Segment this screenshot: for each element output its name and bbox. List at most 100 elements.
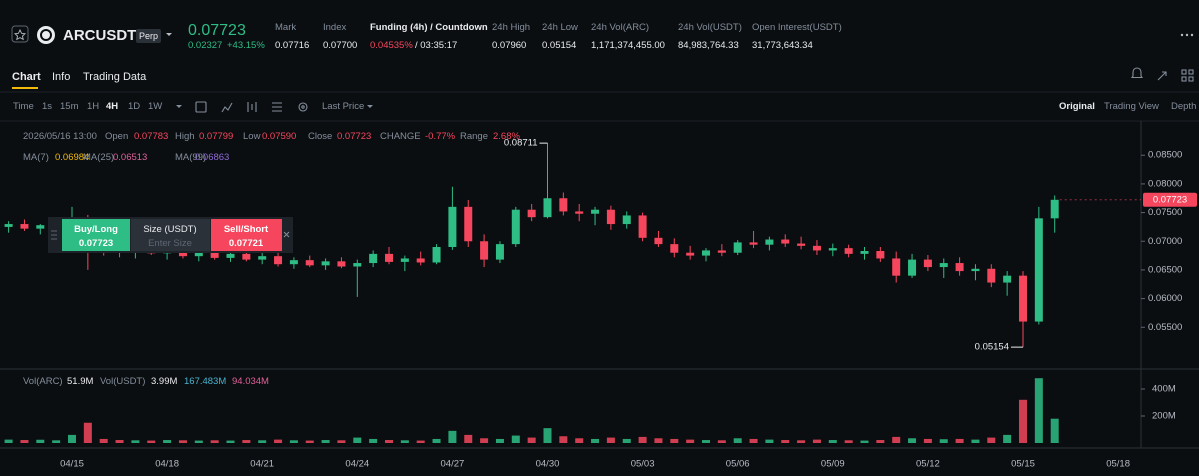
legend-value: 0.07723: [337, 131, 372, 142]
volume-bar: [923, 438, 932, 443]
stat-value: 1,171,374,455.00: [591, 40, 665, 51]
view-mode[interactable]: Original: [1059, 101, 1095, 112]
price-change-pct: +43.15%: [227, 40, 265, 51]
volume-bar: [4, 439, 13, 443]
size-label: Size (USDT): [143, 224, 197, 235]
x-tick-label: 05/18: [1106, 459, 1130, 470]
legend-label: Close: [308, 131, 333, 142]
stat-value: 0.07700: [323, 40, 358, 51]
candle-body: [20, 224, 29, 229]
legend-label: Low: [243, 131, 261, 142]
view-mode[interactable]: Trading View: [1104, 101, 1159, 112]
ma-value: 0.06513: [113, 152, 148, 163]
x-tick-label: 04/30: [536, 459, 560, 470]
tab[interactable]: Info: [52, 71, 71, 83]
volume-bar: [178, 440, 187, 443]
high-marker: 0.08711: [504, 138, 538, 149]
interval[interactable]: 1s: [42, 101, 53, 112]
legend-value: 0.07590: [262, 131, 297, 142]
favorite-icon[interactable]: [11, 25, 29, 43]
interval[interactable]: 1D: [128, 101, 141, 112]
buy-button[interactable]: [62, 219, 130, 251]
candle-body: [464, 206, 473, 242]
more-menu[interactable]: [1180, 33, 1194, 37]
volume-bar: [210, 440, 219, 443]
volume-bar: [559, 436, 568, 443]
vol-value: 3.99M: [151, 376, 178, 387]
interval[interactable]: 4H: [106, 101, 119, 112]
x-tick-label: 05/12: [916, 459, 940, 470]
chart-tools[interactable]: [195, 67, 1194, 113]
volume-bar: [20, 440, 29, 443]
volume-bar: [686, 439, 695, 443]
ma-label: MA(25): [83, 152, 115, 163]
price-type[interactable]: Last Price: [322, 101, 365, 112]
candle-body: [321, 261, 330, 266]
symbol-dropdown[interactable]: [166, 33, 172, 36]
candle-body: [226, 253, 235, 258]
volume-bar: [385, 440, 393, 443]
tab[interactable]: Trading Data: [83, 71, 147, 83]
vol-label: Vol(USDT): [100, 376, 146, 387]
size-input[interactable]: [131, 219, 210, 251]
interval[interactable]: 1W: [148, 101, 163, 112]
legend-value: -0.77%: [425, 131, 456, 142]
view-mode[interactable]: Depth: [1171, 101, 1197, 112]
candle-body: [258, 256, 267, 260]
stat-value: / 03:35:17: [415, 40, 458, 51]
interval-dropdown[interactable]: [176, 105, 182, 108]
candle-body: [385, 253, 393, 262]
candle-body: [638, 215, 647, 238]
ma-label: MA(99): [175, 152, 207, 163]
interval: Time: [13, 101, 34, 112]
volume-bar: [1003, 434, 1012, 443]
volume-bar: [416, 440, 425, 443]
volume-bar: [369, 438, 378, 443]
candle-body: [876, 251, 885, 259]
candle-body: [987, 268, 996, 283]
candle-body: [971, 268, 980, 272]
candle-body: [892, 258, 901, 276]
interval[interactable]: 15m: [60, 101, 79, 112]
drag-handle[interactable]: [51, 230, 57, 240]
x-tick-label: 05/03: [631, 459, 655, 470]
vol-value: 51.9M: [67, 376, 94, 387]
interval[interactable]: 1H: [87, 101, 100, 112]
price-type-dropdown[interactable]: [367, 105, 373, 108]
stat-label: Open Interest(USDT): [752, 22, 842, 33]
volume-bar: [274, 439, 283, 443]
volume-bar: [305, 440, 314, 443]
candle-body: [274, 256, 283, 265]
tab[interactable]: Chart: [12, 71, 41, 83]
volume-bar: [432, 438, 441, 443]
candle-body: [908, 259, 917, 276]
size-placeholder: Enter Size: [148, 238, 192, 249]
close-panel[interactable]: [283, 231, 290, 238]
volume-bar: [987, 437, 996, 443]
tab-underline: [12, 87, 38, 89]
volume-bar: [908, 438, 917, 443]
vol-value: 94.034M: [232, 376, 269, 387]
volume-bar: [68, 434, 76, 443]
y-tick-label: 0.08000: [1148, 178, 1182, 189]
price-change: 0.02327: [188, 40, 223, 51]
candle-body: [4, 224, 13, 227]
candle-body: [955, 263, 964, 272]
volume-bar: [781, 440, 790, 443]
volume-bar: [226, 440, 235, 443]
sell-button[interactable]: [211, 219, 282, 251]
volume-bar: [638, 436, 647, 443]
last-price: 0.07723: [188, 22, 246, 39]
last-price-label: 0.07723: [1153, 194, 1187, 205]
plot-area: 0.05500 0.06000 0.06500 0.07000 0.07500 0.080…: [4, 138, 1197, 470]
candle-body: [591, 209, 600, 214]
volume-bar: [591, 438, 600, 443]
symbol: ARCUSDT: [63, 27, 137, 44]
candle-body: [749, 242, 758, 245]
volume-bar: [400, 440, 409, 443]
coin-logo-inner: [40, 29, 52, 41]
stat-label: 24h Low: [542, 22, 578, 33]
candle-body: [178, 250, 187, 257]
candle-body: [860, 251, 869, 254]
